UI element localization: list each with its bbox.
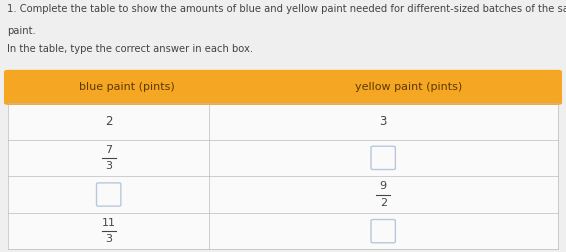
Text: 3: 3 bbox=[380, 115, 387, 128]
Text: 11: 11 bbox=[102, 218, 115, 228]
Text: paint.: paint. bbox=[7, 26, 36, 37]
Text: 2: 2 bbox=[105, 115, 113, 128]
Text: 9: 9 bbox=[380, 181, 387, 192]
Text: 3: 3 bbox=[105, 161, 112, 171]
Text: In the table, type the correct answer in each box.: In the table, type the correct answer in… bbox=[7, 44, 253, 54]
Text: blue paint (pints): blue paint (pints) bbox=[79, 82, 174, 92]
Text: 2: 2 bbox=[380, 198, 387, 208]
FancyBboxPatch shape bbox=[97, 183, 121, 206]
FancyBboxPatch shape bbox=[371, 146, 396, 170]
Bar bbox=[8, 72, 558, 249]
Text: 1. Complete the table to show the amounts of blue and yellow paint needed for di: 1. Complete the table to show the amount… bbox=[7, 4, 566, 14]
FancyBboxPatch shape bbox=[4, 70, 562, 105]
Text: 3: 3 bbox=[105, 234, 112, 244]
Text: 7: 7 bbox=[105, 145, 112, 155]
FancyBboxPatch shape bbox=[371, 219, 396, 243]
Text: yellow paint (pints): yellow paint (pints) bbox=[355, 82, 462, 92]
